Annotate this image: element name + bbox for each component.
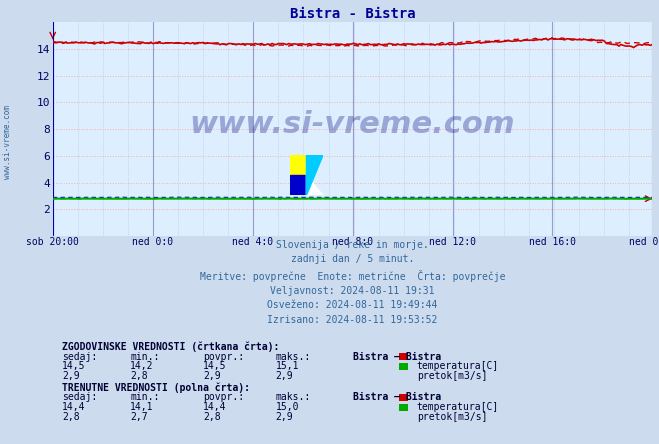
Text: 14,5: 14,5	[62, 361, 85, 371]
Text: pretok[m3/s]: pretok[m3/s]	[416, 412, 487, 422]
Text: 2,9: 2,9	[62, 371, 80, 381]
Polygon shape	[306, 155, 323, 175]
Text: sedaj:: sedaj:	[62, 352, 97, 361]
Text: maks.:: maks.:	[275, 392, 311, 402]
Text: 14,1: 14,1	[130, 402, 154, 412]
Text: min.:: min.:	[130, 352, 159, 361]
Text: 2,7: 2,7	[130, 412, 148, 422]
Text: ZGODOVINSKE VREDNOSTI (črtkana črta):: ZGODOVINSKE VREDNOSTI (črtkana črta):	[62, 342, 279, 353]
Polygon shape	[306, 155, 323, 195]
FancyBboxPatch shape	[399, 363, 408, 370]
Text: temperatura[C]: temperatura[C]	[416, 361, 499, 371]
FancyBboxPatch shape	[399, 353, 408, 361]
Text: 15,1: 15,1	[275, 361, 299, 371]
Text: Bistra – Bistra: Bistra – Bistra	[353, 352, 441, 361]
Text: sedaj:: sedaj:	[62, 392, 97, 402]
Text: 2,9: 2,9	[275, 412, 293, 422]
Text: www.si-vreme.com: www.si-vreme.com	[3, 105, 13, 179]
Text: povpr.:: povpr.:	[203, 352, 244, 361]
Title: Bistra - Bistra: Bistra - Bistra	[290, 7, 415, 21]
Text: 14,4: 14,4	[203, 402, 227, 412]
Text: 2,8: 2,8	[203, 412, 221, 422]
Text: 14,2: 14,2	[130, 361, 154, 371]
Text: 14,4: 14,4	[62, 402, 85, 412]
Text: 2,8: 2,8	[130, 371, 148, 381]
Text: www.si-vreme.com: www.si-vreme.com	[190, 111, 515, 139]
Polygon shape	[306, 175, 323, 195]
Text: TRENUTNE VREDNOSTI (polna črta):: TRENUTNE VREDNOSTI (polna črta):	[62, 383, 250, 393]
Text: temperatura[C]: temperatura[C]	[416, 402, 499, 412]
Text: povpr.:: povpr.:	[203, 392, 244, 402]
FancyBboxPatch shape	[399, 394, 408, 401]
Polygon shape	[290, 155, 306, 175]
Text: 2,8: 2,8	[62, 412, 80, 422]
Text: pretok[m3/s]: pretok[m3/s]	[416, 371, 487, 381]
Text: 2,9: 2,9	[275, 371, 293, 381]
Polygon shape	[290, 175, 306, 195]
Text: min.:: min.:	[130, 392, 159, 402]
Text: Slovenija / reke in morje.
zadnji dan / 5 minut.
Meritve: povprečne  Enote: metr: Slovenija / reke in morje. zadnji dan / …	[200, 240, 505, 325]
FancyBboxPatch shape	[399, 404, 408, 411]
Text: 14,5: 14,5	[203, 361, 227, 371]
Text: Bistra – Bistra: Bistra – Bistra	[353, 392, 441, 402]
Text: maks.:: maks.:	[275, 352, 311, 361]
Text: 2,9: 2,9	[203, 371, 221, 381]
Text: 15,0: 15,0	[275, 402, 299, 412]
